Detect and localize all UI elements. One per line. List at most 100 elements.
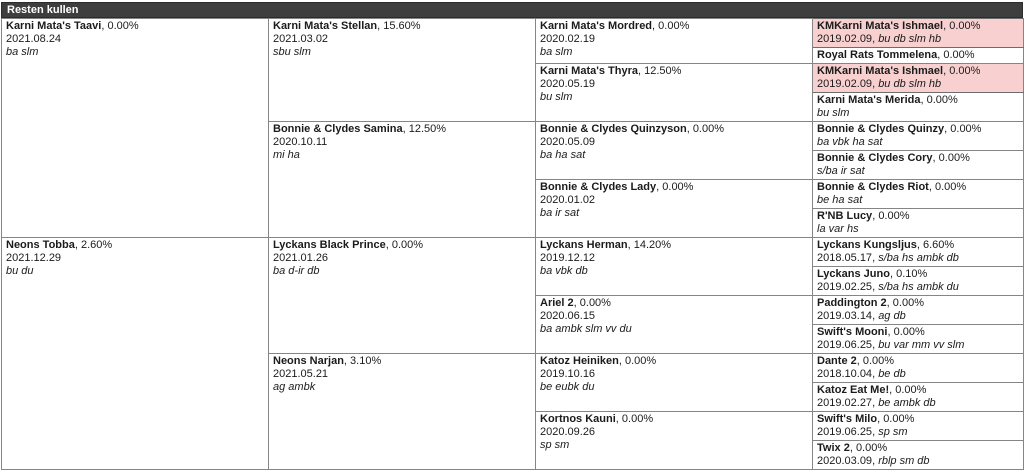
birth-date: 2019.02.09 [817, 78, 873, 90]
pedigree-cell-juno: Lyckans Juno0.10% 2019.02.25s/ba hs ambk… [812, 266, 1024, 296]
pedigree-cell-quinzyson: Bonnie & Clydes Quinzyson0.00% 2020.05.0… [535, 121, 813, 180]
pedigree-cell-merida: Karni Mata's Merida0.00% bu slm [812, 92, 1024, 122]
birth-date: 2019.03.14 [817, 310, 873, 322]
rat-name: Lyckans Black Prince [273, 239, 386, 251]
variety-codes: rblp sm db [872, 455, 929, 467]
variety-codes: sbu slm [273, 46, 311, 58]
birth-date: 2020.09.26 [540, 426, 596, 438]
variety-codes: bu db slm hb [872, 33, 941, 45]
inbreeding-percent: 0.00% [101, 20, 138, 32]
inbreeding-percent: 0.00% [937, 49, 974, 61]
inbreeding-percent: 0.00% [386, 239, 423, 251]
rat-name: Neons Tobba [6, 239, 75, 251]
variety-codes: be db [872, 368, 906, 380]
variety-codes: bu var mm vv slm [872, 339, 964, 351]
rat-name: KMKarni Mata's Ishmael [817, 20, 944, 32]
inbreeding-percent: 15.60% [377, 20, 420, 32]
inbreeding-percent: 0.00% [619, 355, 656, 367]
pedigree-cell-ariel: Ariel 20.00% 2020.06.15 ba ambk slm vv d… [535, 295, 813, 354]
pedigree-cell-thyra: Karni Mata's Thyra12.50% 2020.05.19 bu s… [535, 63, 813, 122]
inbreeding-percent: 12.50% [403, 123, 446, 135]
panel-title: Resten kullen [1, 2, 1023, 18]
birth-date: 2021.05.21 [273, 368, 329, 380]
variety-codes: s/ba ir sat [817, 165, 865, 177]
pedigree-cell-taavi: Karni Mata's Taavi0.00% 2021.08.24 ba sl… [1, 18, 269, 238]
rat-name: Bonnie & Clydes Cory [817, 152, 933, 164]
birth-date: 2020.02.19 [540, 33, 596, 45]
inbreeding-percent: 0.00% [887, 297, 924, 309]
birth-date: 2020.10.11 [273, 136, 328, 148]
birth-date: 2020.06.15 [540, 310, 596, 322]
inbreeding-percent: 0.00% [857, 355, 894, 367]
birth-date: 2019.02.25 [817, 281, 873, 293]
variety-codes: bu du [6, 265, 34, 277]
variety-codes: bu slm [540, 91, 573, 103]
birth-date: 2020.03.09 [817, 455, 873, 467]
inbreeding-percent: 0.00% [933, 152, 970, 164]
inbreeding-percent: 6.60% [917, 239, 954, 251]
rat-name: KMKarni Mata's Ishmael [817, 65, 944, 77]
birth-date: 2021.12.29 [6, 252, 62, 264]
birth-date: 2020.01.02 [540, 194, 596, 206]
variety-codes: ba d-ir db [273, 265, 320, 277]
pedigree-cell-lucy: R'NB Lucy0.00% la var hs [812, 208, 1024, 238]
rat-name: Swift's Milo [817, 413, 878, 425]
rat-name: Katoz Heiniken [540, 355, 619, 367]
rat-name: Katoz Eat Me! [817, 384, 890, 396]
inbreeding-percent: 0.00% [652, 20, 689, 32]
inbreeding-percent: 0.00% [889, 384, 926, 396]
inbreeding-percent: 0.10% [890, 268, 927, 280]
pedigree-cell-cory: Bonnie & Clydes Cory0.00% s/ba ir sat [812, 150, 1024, 180]
inbreeding-percent: 0.00% [616, 413, 653, 425]
rat-name: Neons Narjan [273, 355, 344, 367]
variety-codes: be eubk du [540, 381, 595, 393]
birth-date: 2019.06.25 [817, 339, 873, 351]
birth-date: 2020.05.19 [540, 78, 596, 90]
variety-codes: sp sm [540, 439, 570, 451]
inbreeding-percent: 0.00% [943, 20, 980, 32]
pedigree-cell-tommelena: Royal Rats Tommelena0.00% [812, 47, 1024, 64]
rat-name: Lyckans Kungsljus [817, 239, 917, 251]
pedigree-cell-dante: Dante 20.00% 2018.10.04be db [812, 353, 1024, 383]
pedigree-cell-kauni: Kortnos Kauni0.00% 2020.09.26 sp sm [535, 411, 813, 470]
pedigree-cell-eatme: Katoz Eat Me!0.00% 2019.02.27be ambk db [812, 382, 1024, 412]
inbreeding-percent: 0.00% [574, 297, 611, 309]
rat-name: Karni Mata's Merida [817, 94, 921, 106]
inbreeding-percent: 0.00% [929, 181, 966, 193]
variety-codes: sp sm [872, 426, 907, 438]
variety-codes: mi ha [273, 149, 300, 161]
rat-name: Dante 2 [817, 355, 857, 367]
inbreeding-percent: 0.00% [656, 181, 693, 193]
pedigree-cell-paddington: Paddington 20.00% 2019.03.14ag db [812, 295, 1024, 325]
pedigree-table: Karni Mata's Taavi0.00% 2021.08.24 ba sl… [1, 18, 1024, 470]
birth-date: 2019.06.25 [817, 426, 873, 438]
inbreeding-percent: 0.00% [920, 94, 957, 106]
birth-date: 2019.12.12 [540, 252, 596, 264]
variety-codes: ag db [872, 310, 906, 322]
birth-date: 2019.02.27 [817, 397, 873, 409]
inbreeding-percent: 14.20% [628, 239, 671, 251]
pedigree-cell-riot: Bonnie & Clydes Riot0.00% be ha sat [812, 179, 1024, 209]
pedigree-cell-kungsljus: Lyckans Kungsljus6.60% 2018.05.17s/ba hs… [812, 237, 1024, 267]
rat-name: Bonnie & Clydes Riot [817, 181, 929, 193]
variety-codes: ba vbk db [540, 265, 588, 277]
pedigree-cell-black-prince: Lyckans Black Prince0.00% 2021.01.26 ba … [268, 237, 536, 354]
pedigree-cell-lady: Bonnie & Clydes Lady0.00% 2020.01.02 ba … [535, 179, 813, 238]
rat-name: Karni Mata's Thyra [540, 65, 638, 77]
birth-date: 2021.01.26 [273, 252, 329, 264]
pedigree-cell-quinzy: Bonnie & Clydes Quinzy0.00% ba vbk ha sa… [812, 121, 1024, 151]
variety-codes: ba ha sat [540, 149, 586, 161]
rat-name: Ariel 2 [540, 297, 574, 309]
birth-date: 2018.10.04 [817, 368, 873, 380]
pedigree-cell-ishmael-1: KMKarni Mata's Ishmael0.00% 2019.02.09bu… [812, 18, 1024, 48]
rat-name: Karni Mata's Mordred [540, 20, 653, 32]
rat-name: Bonnie & Clydes Quinzyson [540, 123, 687, 135]
birth-date: 2021.03.02 [273, 33, 329, 45]
pedigree-cell-ishmael-2: KMKarni Mata's Ishmael0.00% 2019.02.09bu… [812, 63, 1024, 93]
inbreeding-percent: 0.00% [877, 413, 914, 425]
variety-codes: ba ir sat [540, 207, 580, 219]
rat-name: Paddington 2 [817, 297, 887, 309]
rat-name: Lyckans Herman [540, 239, 628, 251]
rat-name: Lyckans Juno [817, 268, 890, 280]
inbreeding-percent: 3.10% [344, 355, 381, 367]
